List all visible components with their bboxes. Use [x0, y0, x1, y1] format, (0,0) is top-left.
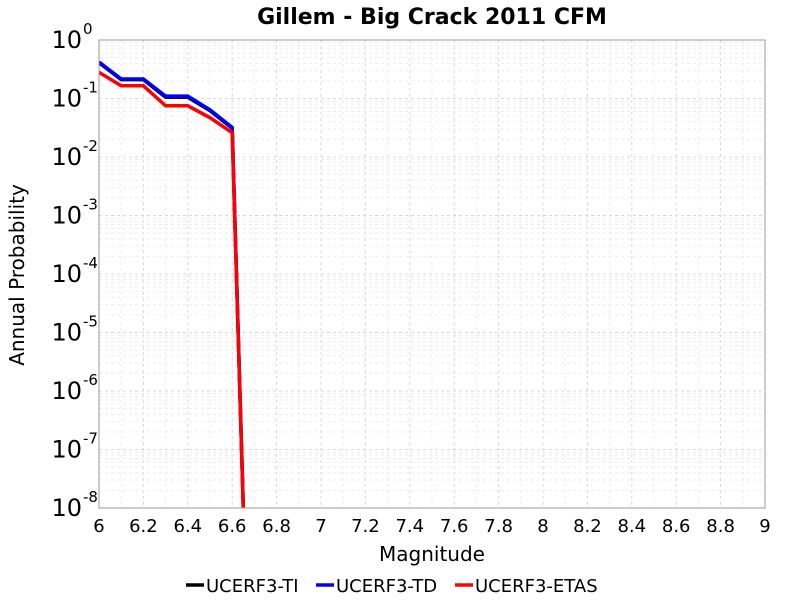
- y-tick-base: 10: [51, 143, 82, 171]
- legend-label: UCERF3-ETAS: [475, 576, 598, 597]
- y-tick-base: 10: [51, 260, 82, 288]
- x-tick-label: 8: [537, 516, 548, 537]
- plot-frame: [98, 39, 766, 509]
- x-tick-label: 6.4: [173, 516, 202, 537]
- y-tick-label: 10 -4: [51, 254, 98, 288]
- series-layer: [99, 60, 246, 508]
- x-tick-label: 9: [759, 516, 770, 537]
- y-tick-base: 10: [51, 202, 82, 230]
- legend-item: UCERF3-TI: [186, 576, 299, 597]
- y-tick-exponent: -8: [83, 488, 98, 506]
- x-tick-label: 7.6: [440, 516, 469, 537]
- y-tick-exponent: -6: [83, 371, 98, 389]
- chart-title: Gillem - Big Crack 2011 CFM: [257, 5, 607, 30]
- y-tick-base: 10: [51, 319, 82, 347]
- y-tick-label: 10 -7: [51, 430, 98, 464]
- y-tick-label: 10 -2: [51, 137, 98, 171]
- y-tick-label: 10 0: [51, 20, 92, 54]
- x-tick-labels: 6 6.2 6.4 6.6 6.8 7 7.2 7.4 7.6 7.8 8 8.2 8.4 8.6 8.8 9: [93, 516, 770, 537]
- x-tick-label: 6.2: [129, 516, 158, 537]
- y-tick-label: 10 -1: [51, 79, 98, 113]
- y-tick-exponent: -3: [83, 196, 98, 214]
- y-tick-exponent: 0: [83, 20, 93, 38]
- x-tick-label: 7: [315, 516, 326, 537]
- y-tick-label: 10 -3: [51, 196, 98, 230]
- x-tick-label: 8.8: [706, 516, 735, 537]
- x-tick-label: 6.8: [262, 516, 291, 537]
- y-axis-label: Annual Probability: [5, 184, 29, 366]
- legend-label: UCERF3-TD: [336, 576, 437, 597]
- y-tick-exponent: -4: [83, 254, 98, 272]
- x-tick-label: 7.4: [395, 516, 424, 537]
- x-tick-label: 6.6: [218, 516, 247, 537]
- y-tick-label: 10 -5: [51, 313, 98, 347]
- x-tick-label: 6: [93, 516, 104, 537]
- legend-item: UCERF3-TD: [316, 576, 437, 597]
- y-tick-label: 10 -8: [51, 488, 98, 522]
- y-tick-exponent: -1: [83, 79, 98, 97]
- legend-item: UCERF3-ETAS: [455, 576, 598, 597]
- y-tick-exponent: -2: [83, 137, 98, 155]
- y-tick-base: 10: [51, 436, 82, 464]
- x-tick-label: 7.8: [484, 516, 513, 537]
- series-line-ucerf3-td: [99, 60, 246, 508]
- y-tick-base: 10: [51, 377, 82, 405]
- legend-label: UCERF3-TI: [206, 576, 299, 597]
- y-tick-exponent: -5: [83, 313, 98, 331]
- legend: UCERF3-TI UCERF3-TD UCERF3-ETAS: [186, 576, 598, 597]
- y-tick-base: 10: [51, 26, 82, 54]
- x-tick-label: 8.6: [662, 516, 691, 537]
- x-tick-label: 8.4: [617, 516, 646, 537]
- y-tick-exponent: -7: [83, 430, 98, 448]
- y-tick-label: 10 -6: [51, 371, 98, 405]
- y-tick-base: 10: [51, 85, 82, 113]
- series-line-ucerf3-etas: [99, 70, 246, 508]
- x-axis-label: Magnitude: [379, 542, 485, 566]
- x-tick-label: 8.2: [573, 516, 602, 537]
- x-tick-label: 7.2: [351, 516, 380, 537]
- y-tick-base: 10: [51, 494, 82, 522]
